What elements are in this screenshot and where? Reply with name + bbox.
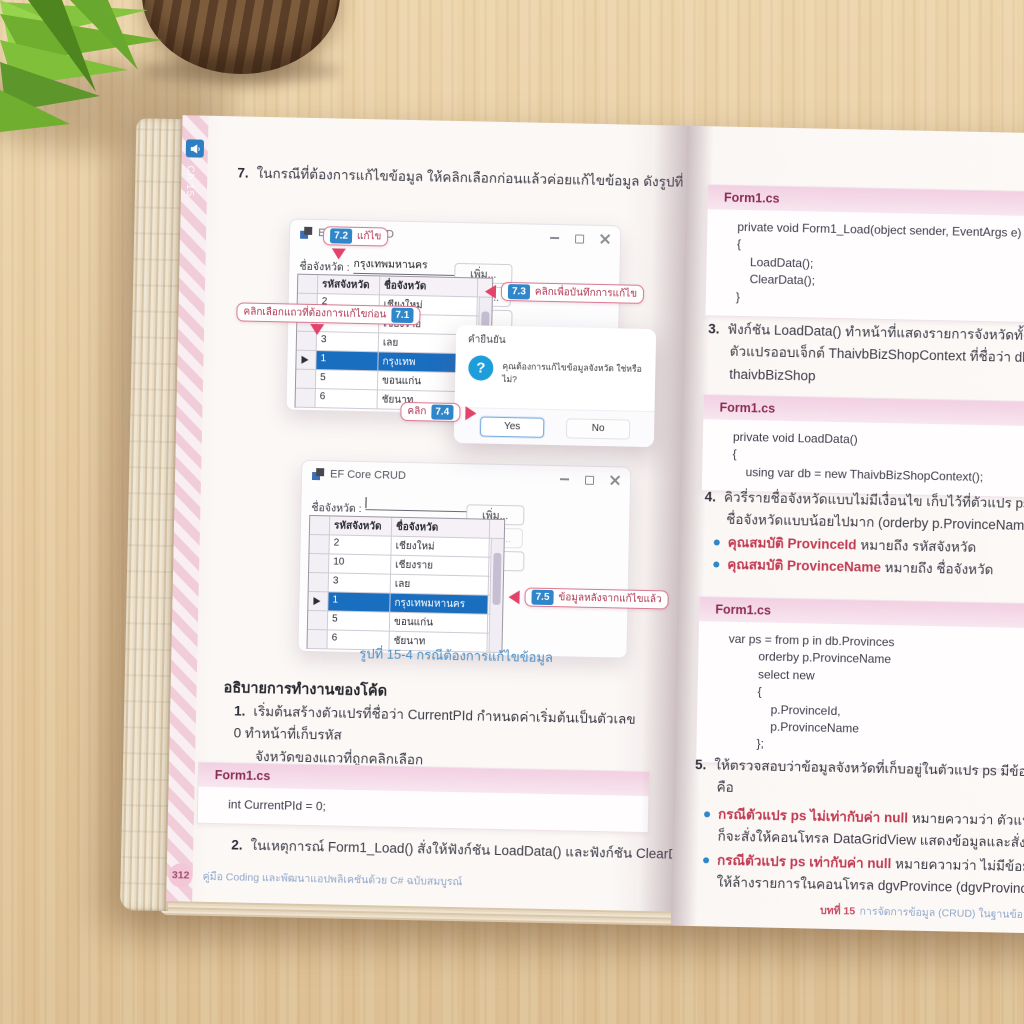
- callout-7-2: 7.2 แก้ไข: [322, 226, 389, 247]
- callout-arrow-down-icon: [331, 248, 346, 260]
- question-icon: ?: [468, 355, 494, 381]
- footer-chapter-title: การจัดการข้อมูล (CRUD) ในฐานข้อ: [859, 905, 1024, 921]
- yes-button: Yes: [479, 416, 545, 438]
- callout-arrow-down-icon: [310, 323, 325, 336]
- chapter-edge-band: Ch 15: [166, 115, 209, 902]
- confirm-dialog: คำยืนยัน ? คุณต้องการแก้ไขข้อมูลจังหวัด …: [453, 324, 657, 448]
- minimize-icon: [560, 478, 570, 481]
- footer-book-title: คู่มือ Coding และพัฒนาแอปพลิเคชันด้วย C#…: [202, 870, 463, 888]
- app-icon: [300, 227, 312, 239]
- callout-7-1: คลิกเลือกแถวที่ต้องการแก้ไขก่อน 7.1: [236, 302, 421, 326]
- minimize-icon: [550, 236, 560, 240]
- grid-scrollbar: [488, 538, 504, 653]
- callout-7-4: คลิก 7.4: [400, 401, 477, 423]
- row-selector-icon: [301, 355, 309, 364]
- code-block-query: Form1.cs var ps = from p in db.Provinces…: [695, 596, 1024, 771]
- list-item-5: 5. ให้ตรวจสอบว่าข้อมูลจังหวัดที่เก็บอยู่ใ…: [692, 754, 1024, 901]
- right-page-footer: บทที่ 15 การจัดการข้อมูล (CRUD) ในฐานข้อ: [820, 901, 1023, 923]
- list-item-7: 7. ในกรณีที่ต้องการแก้ไขข้อมูล ให้คลิกเลื…: [237, 162, 714, 194]
- footer-chapter: บทที่ 15: [819, 904, 856, 918]
- code-block-form1: Form1.cs int CurrentPId = 0;: [196, 761, 650, 834]
- item-number: 7.: [237, 165, 249, 181]
- callout-7-3: 7.3 คลิกเพื่อบันทึกการแก้ไข: [484, 281, 645, 304]
- chapter-tab-label: Ch 15: [183, 165, 196, 198]
- callout-7-5: 7.5 ข้อมูลหลังจากแก้ไขแล้ว: [508, 587, 669, 610]
- row-selector-icon: [313, 597, 321, 606]
- item-text: ในกรณีที่ต้องการแก้ไขข้อมูล ให้คลิกเลือก…: [256, 165, 715, 191]
- basket-rim-shadow: [142, 58, 340, 84]
- list-item-4: 4. คิวรี่รายชื่อจังหวัดแบบไม่มีเงื่อนไข เ…: [703, 486, 1024, 583]
- left-page: Ch 15 7. ในกรณีที่ต้องการแก้ไขข้อมูล ให้ค…: [166, 115, 749, 912]
- bullet-dot-icon: [713, 561, 720, 568]
- figure-caption: รูปที่ 15-4 กรณีต้องการแก้ไขข้อมูล: [359, 646, 554, 666]
- ef-core-crud-window-2: EF Core CRUD ชื่อจังหวัด : เพิ่ม... แก้ไ…: [297, 459, 632, 659]
- code-block-form1-load: Form1.cs private void Form1_Load(object …: [704, 184, 1024, 324]
- left-page-footer: 312 คู่มือ Coding และพัฒนาแอปพลิเคชันด้ว…: [168, 863, 462, 893]
- code-block-loaddata: Form1.cs private void LoadData() { using…: [700, 394, 1024, 499]
- plant-leaves: [0, 0, 162, 132]
- callout-arrow-right-icon: [465, 405, 477, 420]
- app-icon: [312, 468, 324, 480]
- list-item-3: 3. ฟังก์ชัน LoadData() ทำหน้าที่แสดงรายกา…: [708, 321, 1024, 384]
- bullet-ps-not-null: กรณีตัวแปร ps ไม่เท่ากับค่า null หมายควา…: [693, 803, 1024, 855]
- maximize-icon: [584, 475, 595, 485]
- window-title: EF Core CRUD: [329, 468, 407, 482]
- right-page: Form1.cs private void Form1_Load(object …: [670, 125, 1024, 934]
- megaphone-icon: [185, 139, 205, 158]
- close-icon: [600, 234, 610, 244]
- callout-arrow-left-icon: [508, 589, 520, 604]
- page-number: 312: [168, 863, 193, 888]
- section-heading: อธิบายการทำงานของโค้ด: [223, 680, 388, 700]
- bullet-dot-icon: [713, 538, 720, 546]
- bullet-dot-icon: [703, 857, 710, 864]
- code-line: int CurrentPId = 0;: [228, 797, 327, 814]
- bullet-ps-null: กรณีตัวแปร ps เท่ากับค่า null หมายความว่…: [692, 849, 1024, 901]
- callout-arrow-left-icon: [484, 284, 497, 299]
- close-icon: [610, 475, 620, 485]
- text-caret: [365, 496, 367, 508]
- open-book: Ch 15 7. ในกรณีที่ต้องการแก้ไขข้อมูล ให้ค…: [119, 114, 1024, 946]
- dialog-message: คุณต้องการแก้ไขข้อมูลจังหวัด ใช่หรือไม่?: [502, 360, 642, 385]
- province-grid-2: รหัสจังหวัด ชื่อจังหวัด 2 เชียงใหม่ 10 เชี…: [306, 514, 506, 654]
- no-button: No: [565, 417, 631, 440]
- bullet-dot-icon: [704, 810, 711, 817]
- window-titlebar: EF Core CRUD: [302, 461, 630, 494]
- maximize-icon: [575, 233, 585, 244]
